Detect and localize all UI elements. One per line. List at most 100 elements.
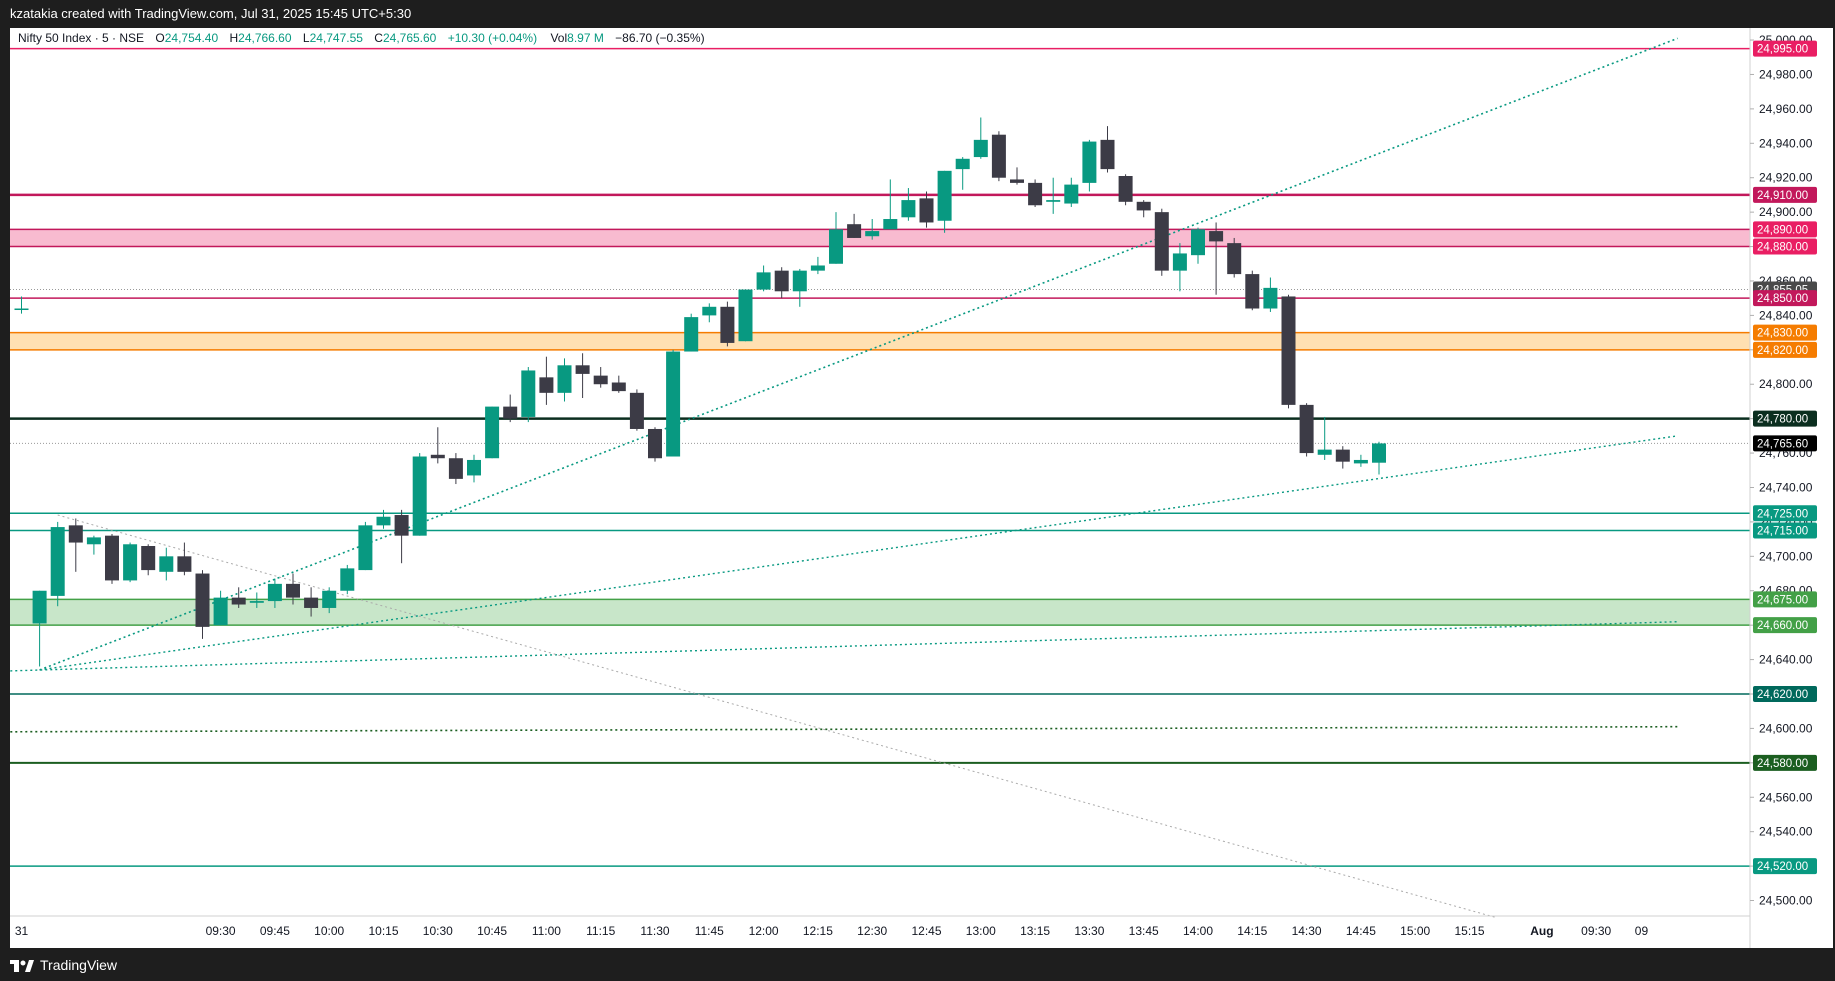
price-label[interactable]: 24,675.00 <box>1753 591 1817 608</box>
candle[interactable] <box>629 389 644 431</box>
candle[interactable] <box>1263 277 1278 312</box>
price-label[interactable]: 24,830.00 <box>1753 324 1817 341</box>
candle[interactable] <box>648 427 662 462</box>
trendline[interactable] <box>39 435 1678 671</box>
candle[interactable] <box>1136 200 1151 218</box>
candle[interactable] <box>249 592 264 608</box>
candle[interactable] <box>539 356 554 405</box>
candle[interactable] <box>159 547 174 581</box>
price-label[interactable]: 24,820.00 <box>1753 341 1817 358</box>
candle[interactable] <box>810 256 825 275</box>
candle[interactable] <box>177 542 192 576</box>
candle[interactable] <box>86 535 101 555</box>
price-label[interactable]: 24,660.00 <box>1753 617 1817 634</box>
candle[interactable] <box>358 521 373 571</box>
candle[interactable] <box>1299 403 1314 457</box>
y-tick-label: 24,600.00 <box>1759 721 1813 735</box>
price-label[interactable]: 24,780.00 <box>1753 410 1817 427</box>
candle[interactable] <box>322 587 337 614</box>
candle[interactable] <box>575 353 590 398</box>
price-label[interactable]: 24,850.00 <box>1753 290 1817 307</box>
candle[interactable] <box>666 349 681 457</box>
candle[interactable] <box>955 157 970 190</box>
trendline[interactable] <box>0 725 1678 733</box>
candle[interactable] <box>340 564 355 595</box>
candle[interactable] <box>991 131 1006 182</box>
candle[interactable] <box>1046 177 1061 214</box>
candle[interactable] <box>430 427 445 464</box>
candle[interactable] <box>865 219 880 240</box>
candle[interactable] <box>847 213 862 238</box>
candle[interactable] <box>1372 441 1386 475</box>
candle[interactable] <box>1317 416 1332 460</box>
candle[interactable] <box>1281 294 1296 409</box>
candle[interactable] <box>702 303 717 323</box>
candle[interactable] <box>231 587 246 608</box>
candle[interactable] <box>376 509 391 529</box>
candle[interactable] <box>267 578 282 608</box>
trendline[interactable] <box>0 621 1678 672</box>
candle[interactable] <box>1028 179 1043 207</box>
price-label[interactable]: 24,910.00 <box>1753 186 1817 203</box>
candle[interactable] <box>1118 174 1133 206</box>
candle[interactable] <box>720 301 735 347</box>
candle[interactable] <box>448 453 463 485</box>
candle[interactable] <box>485 406 500 459</box>
candle[interactable] <box>973 117 988 159</box>
candle[interactable] <box>883 179 898 230</box>
candle[interactable] <box>756 265 771 292</box>
price-label[interactable]: 24,715.00 <box>1753 522 1817 539</box>
candle[interactable] <box>901 188 916 221</box>
candle[interactable] <box>123 542 138 583</box>
candle[interactable] <box>1100 126 1115 173</box>
tradingview-brand[interactable]: TradingView <box>10 950 117 981</box>
candle[interactable] <box>611 375 626 393</box>
price-chart[interactable]: 24,500.00 24,520.00 24,540.00 24,560.00 24,5… <box>0 28 1833 948</box>
candle[interactable] <box>1227 237 1242 278</box>
candle[interactable] <box>792 268 807 307</box>
candle[interactable] <box>593 367 608 388</box>
price-label[interactable]: 24,580.00 <box>1753 754 1817 771</box>
candle[interactable] <box>195 570 210 639</box>
candle[interactable] <box>919 191 934 228</box>
candle[interactable] <box>141 544 156 576</box>
trendline[interactable] <box>57 514 1497 919</box>
candle[interactable] <box>1172 243 1187 292</box>
candle[interactable] <box>774 267 789 299</box>
candle[interactable] <box>557 358 572 402</box>
candle[interactable] <box>521 367 536 423</box>
candle[interactable] <box>1064 177 1079 207</box>
candle[interactable] <box>829 212 843 264</box>
price-label[interactable]: 24,620.00 <box>1753 686 1817 702</box>
candle[interactable] <box>286 573 300 605</box>
candle[interactable] <box>32 590 47 667</box>
price-label[interactable]: 24,890.00 <box>1753 221 1817 238</box>
candle[interactable] <box>1353 454 1368 467</box>
candle[interactable] <box>1191 227 1205 264</box>
candle[interactable] <box>68 518 83 572</box>
candle[interactable] <box>394 509 409 564</box>
candle[interactable] <box>684 313 699 352</box>
price-label[interactable]: 24,995.00 <box>1753 40 1817 57</box>
candle[interactable] <box>937 170 952 233</box>
candle[interactable] <box>304 587 319 617</box>
price-label[interactable]: 24,880.00 <box>1753 238 1817 255</box>
price-label[interactable]: 24,725.00 <box>1753 505 1817 522</box>
candle[interactable] <box>1010 167 1024 185</box>
candle[interactable] <box>1154 208 1169 276</box>
candle[interactable] <box>50 521 65 607</box>
candle[interactable] <box>105 533 119 584</box>
candle[interactable] <box>412 453 427 536</box>
candle[interactable] <box>503 394 518 423</box>
candle[interactable] <box>738 289 753 342</box>
price-label[interactable]: 24,765.60 <box>1753 435 1817 452</box>
time-axis[interactable]: 31 09:30 09:45 10:00 10:15 10:30 10:45 11:00 11:… <box>15 924 1649 938</box>
price-label[interactable]: 24,520.00 <box>1753 858 1817 875</box>
candle[interactable] <box>1245 270 1260 311</box>
candle[interactable] <box>1082 139 1097 192</box>
candle[interactable] <box>1335 446 1350 469</box>
candle[interactable] <box>467 454 481 483</box>
candle[interactable] <box>1209 222 1224 295</box>
candle[interactable] <box>213 590 228 626</box>
candle[interactable] <box>14 296 29 314</box>
